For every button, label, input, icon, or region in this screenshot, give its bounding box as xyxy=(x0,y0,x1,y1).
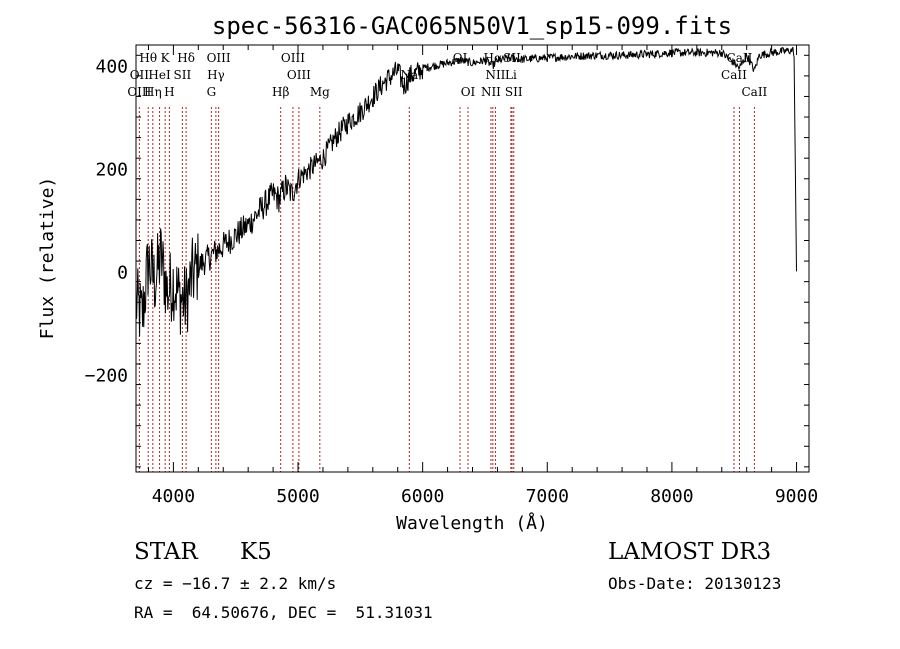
object-class: STAR xyxy=(134,539,198,565)
emission-line-markers xyxy=(138,107,755,472)
x-axis: 4000 5000 6000 7000 8000 9000 xyxy=(147,45,818,507)
x-tick-label: 4000 xyxy=(152,486,195,507)
line-label: SII xyxy=(505,85,523,99)
y-tick-label: 200 xyxy=(95,159,128,180)
y-axis: −200 0 200 400 xyxy=(85,54,809,468)
chart-title: spec-56316-GAC065N50V1_sp15-099.fits xyxy=(212,12,732,40)
redshift-info: cz = −16.7 ± 2.2 km/s xyxy=(134,574,337,593)
x-tick-label: 7000 xyxy=(526,486,569,507)
survey-name: LAMOST DR3 xyxy=(608,539,772,565)
line-label: OIII xyxy=(287,68,311,82)
line-label: OIII xyxy=(207,51,231,65)
line-label: OIII xyxy=(281,51,305,65)
line-label: CaII xyxy=(741,85,767,99)
y-tick-label: 400 xyxy=(95,57,128,78)
line-label: OIII xyxy=(127,85,151,99)
line-label: HeI xyxy=(148,68,171,82)
line-label: Mg xyxy=(310,85,330,99)
line-label: NII xyxy=(481,85,501,99)
spectrum-line xyxy=(135,46,797,337)
object-subclass: K5 xyxy=(240,539,272,565)
line-label: OI xyxy=(461,85,476,99)
x-tick-label: 6000 xyxy=(401,486,444,507)
x-tick-label: 8000 xyxy=(650,486,693,507)
y-tick-label: 0 xyxy=(117,262,128,283)
line-label: CaII xyxy=(721,68,747,82)
line-label: OII xyxy=(130,68,150,82)
line-label: Hη xyxy=(144,85,162,99)
plot-frame xyxy=(135,44,810,473)
line-label: SII xyxy=(174,68,192,82)
line-label: K xyxy=(161,51,171,65)
x-axis-label: Wavelength (Å) xyxy=(396,512,548,534)
line-label: Hβ xyxy=(272,85,289,99)
line-label: Hθ xyxy=(139,51,157,65)
line-label: Hγ xyxy=(207,68,225,82)
y-tick-label: −200 xyxy=(85,365,128,386)
x-tick-label: 5000 xyxy=(276,486,319,507)
line-label: Li xyxy=(505,68,517,82)
x-tick-label: 9000 xyxy=(775,486,818,507)
line-label: NII xyxy=(485,68,505,82)
line-label: SII xyxy=(503,51,521,65)
coordinates: RA = 64.50676, DEC = 51.31031 xyxy=(134,603,433,622)
line-label: H xyxy=(164,85,174,99)
line-label: G xyxy=(207,85,217,99)
y-axis-label: Flux (relative) xyxy=(37,177,58,340)
obs-date: Obs-Date: 20130123 xyxy=(608,574,782,593)
line-label: Hδ xyxy=(177,51,195,65)
